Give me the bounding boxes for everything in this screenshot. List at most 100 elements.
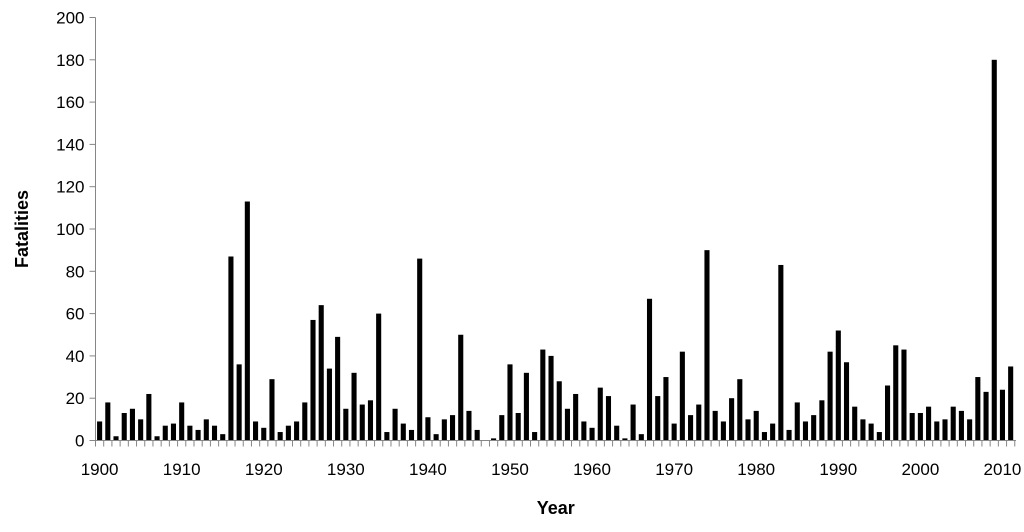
bar-2011 (1008, 366, 1014, 441)
bar-1994 (868, 423, 874, 441)
y-tick-label: 100 (56, 220, 84, 239)
bar-1941 (433, 434, 439, 441)
bar-1996 (885, 385, 891, 441)
x-tick-label: 1990 (819, 460, 857, 479)
bar-1982 (770, 423, 776, 441)
x-tick-label: 2010 (984, 460, 1022, 479)
bar-1978 (737, 379, 743, 441)
bar-1924 (294, 421, 300, 441)
bar-1959 (581, 421, 587, 441)
bar-series (97, 59, 1014, 441)
bar-1968 (655, 396, 661, 441)
x-tick-label: 1930 (327, 460, 365, 479)
bar-1950 (507, 364, 513, 441)
bar-1970 (671, 423, 677, 441)
y-tick-label: 180 (56, 51, 84, 70)
bar-1952 (523, 372, 529, 441)
x-tick-label: 1950 (491, 460, 529, 479)
bar-1973 (696, 404, 702, 441)
bar-1905 (138, 419, 144, 441)
bar-1945 (466, 410, 472, 441)
x-tick-label: 2000 (901, 460, 939, 479)
bar-1912 (195, 429, 201, 441)
bar-1958 (573, 393, 579, 441)
bar-1946 (474, 429, 480, 441)
bar-1907 (154, 436, 160, 441)
bar-1977 (729, 398, 735, 441)
bar-1944 (458, 334, 464, 441)
bar-1931 (351, 372, 357, 441)
bar-1910 (179, 402, 185, 441)
x-tick-label: 1940 (409, 460, 447, 479)
bar-1979 (745, 419, 751, 441)
bar-1965 (630, 404, 636, 441)
bar-1991 (843, 362, 850, 441)
bar-1940 (425, 417, 431, 441)
bar-1916 (228, 256, 234, 441)
bar-1964 (622, 438, 628, 441)
bar-1992 (852, 406, 858, 441)
bar-1976 (720, 421, 726, 441)
bar-2008 (983, 391, 989, 441)
bar-1971 (679, 351, 685, 441)
y-tick-label: 80 (66, 262, 85, 281)
bar-1914 (211, 425, 218, 441)
bar-2004 (950, 406, 956, 441)
x-tick-label: 1970 (655, 460, 693, 479)
x-tick-label: 1910 (163, 460, 201, 479)
y-tick-label: 20 (66, 389, 85, 408)
x-tick-label: 1980 (737, 460, 775, 479)
bar-2000 (917, 413, 923, 441)
bar-1963 (614, 425, 620, 441)
bar-1984 (786, 429, 792, 441)
bar-1915 (220, 434, 226, 441)
y-tick-label: 60 (66, 305, 85, 324)
bar-1935 (384, 432, 390, 441)
x-tick-label: 1900 (81, 460, 119, 479)
y-tick-label: 40 (66, 347, 85, 366)
bar-1987 (811, 415, 817, 441)
y-axis: 0 20 40 60 80 100 120 140 160 180 200 (56, 9, 96, 451)
bar-1961 (597, 387, 603, 441)
bar-2007 (975, 377, 981, 441)
bar-1925 (302, 402, 308, 441)
bar-1929 (335, 336, 341, 441)
bar-1990 (835, 330, 841, 441)
bar-1974 (704, 250, 710, 441)
bar-1980 (753, 410, 759, 441)
bar-1909 (170, 423, 177, 441)
bar-1927 (318, 305, 324, 441)
bar-1969 (663, 377, 669, 441)
bar-1999 (909, 413, 915, 441)
bar-1932 (359, 404, 365, 441)
bar-1957 (564, 408, 570, 441)
bar-1904 (129, 408, 135, 441)
bar-1943 (449, 415, 456, 441)
bar-1981 (761, 432, 767, 441)
bar-1993 (860, 419, 866, 441)
bar-1934 (376, 313, 382, 441)
bar-1906 (146, 393, 152, 441)
x-axis-title: Year (537, 498, 575, 518)
bar-1939 (417, 258, 423, 441)
bar-2009 (991, 59, 997, 441)
bar-1900 (97, 421, 103, 441)
y-tick-label: 0 (75, 432, 84, 451)
bar-1922 (277, 432, 283, 441)
bar-1967 (646, 298, 653, 441)
bar-1933 (367, 400, 374, 441)
bar-1998 (901, 349, 907, 441)
bar-1951 (515, 413, 521, 441)
x-axis: 1900 1910 1920 1930 1940 1950 1960 1970 1980 1990… (81, 440, 1022, 479)
bar-1985 (794, 402, 800, 441)
bar-2001 (926, 406, 932, 441)
bar-1955 (548, 355, 554, 441)
bar-1938 (408, 429, 415, 441)
bar-1928 (326, 368, 332, 441)
bar-1908 (162, 425, 168, 441)
y-tick-label: 120 (56, 178, 84, 197)
bar-1983 (778, 264, 784, 441)
bar-1926 (310, 319, 316, 441)
